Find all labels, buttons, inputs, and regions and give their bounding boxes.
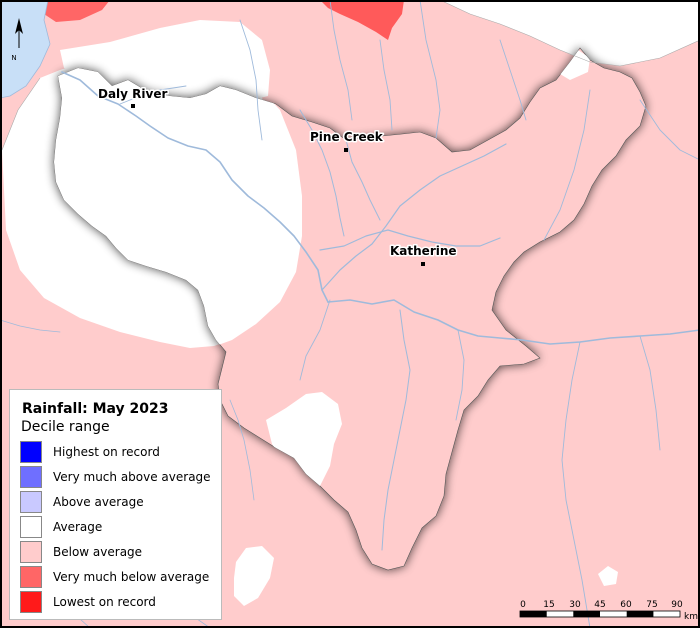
- legend-subtitle: Decile range: [21, 419, 110, 435]
- town-pine-creek: Pine Creek: [309, 129, 385, 152]
- scale-unit: km: [684, 612, 698, 622]
- legend-item-lowest: Lowest on record: [20, 591, 220, 615]
- very-much-below-region-2: [320, 0, 404, 40]
- legend-label: Highest on record: [53, 445, 160, 459]
- scale-tick-0: 0: [520, 600, 526, 610]
- legend-title: Rainfall: May 2023: [22, 401, 169, 417]
- scale-tick-15: 15: [543, 600, 554, 610]
- north-label: N: [11, 54, 16, 62]
- scale-tick-30: 30: [569, 600, 581, 610]
- average-region-small-east: [598, 566, 618, 586]
- legend-label: Very much below average: [53, 570, 210, 584]
- legend: Rainfall: May 2023 Decile range Highest …: [9, 389, 222, 620]
- legend-swatch: [20, 516, 42, 538]
- legend-swatch: [20, 591, 42, 613]
- town-katherine: Katherine: [389, 243, 458, 266]
- legend-label: Lowest on record: [53, 595, 156, 609]
- legend-item-highest: Highest on record: [20, 441, 220, 465]
- legend-label: Average: [53, 520, 103, 534]
- town-marker: [344, 148, 348, 152]
- legend-label: Above average: [53, 495, 144, 509]
- average-region-southwest-patch: [234, 546, 274, 606]
- place-label-katherine: Katherine: [390, 244, 457, 258]
- average-region-northeast: [440, 0, 700, 66]
- legend-item-average: Average: [20, 516, 220, 540]
- town-daly-river: Daly River: [97, 86, 169, 108]
- scale-tick-60: 60: [620, 600, 632, 610]
- sea-area: [0, 0, 51, 99]
- scale-tick-90: 90: [671, 600, 683, 610]
- scale-tick-45: 45: [594, 600, 605, 610]
- place-label-daly-river: Daly River: [98, 87, 167, 101]
- legend-swatch: [20, 541, 42, 563]
- legend-item-below: Below average: [20, 541, 220, 565]
- legend-item-very-much-above: Very much above average: [20, 466, 220, 490]
- legend-swatch: [20, 491, 42, 513]
- legend-item-above: Above average: [20, 491, 220, 515]
- scale-bar: 0 15 30 45 60 75 90 km: [519, 600, 698, 622]
- very-much-below-region-1: [42, 0, 110, 22]
- legend-item-very-much-below: Very much below average: [20, 566, 220, 590]
- legend-swatch: [20, 441, 42, 463]
- legend-swatch: [20, 466, 42, 488]
- legend-label: Below average: [53, 545, 143, 559]
- place-label-pine-creek: Pine Creek: [310, 130, 384, 144]
- legend-swatch: [20, 566, 42, 588]
- town-marker: [421, 262, 425, 266]
- scale-tick-75: 75: [646, 600, 657, 610]
- region-boundaries: [1, 0, 700, 151]
- town-marker: [131, 104, 135, 108]
- north-arrow-icon: N: [11, 18, 23, 62]
- legend-label: Very much above average: [53, 470, 211, 484]
